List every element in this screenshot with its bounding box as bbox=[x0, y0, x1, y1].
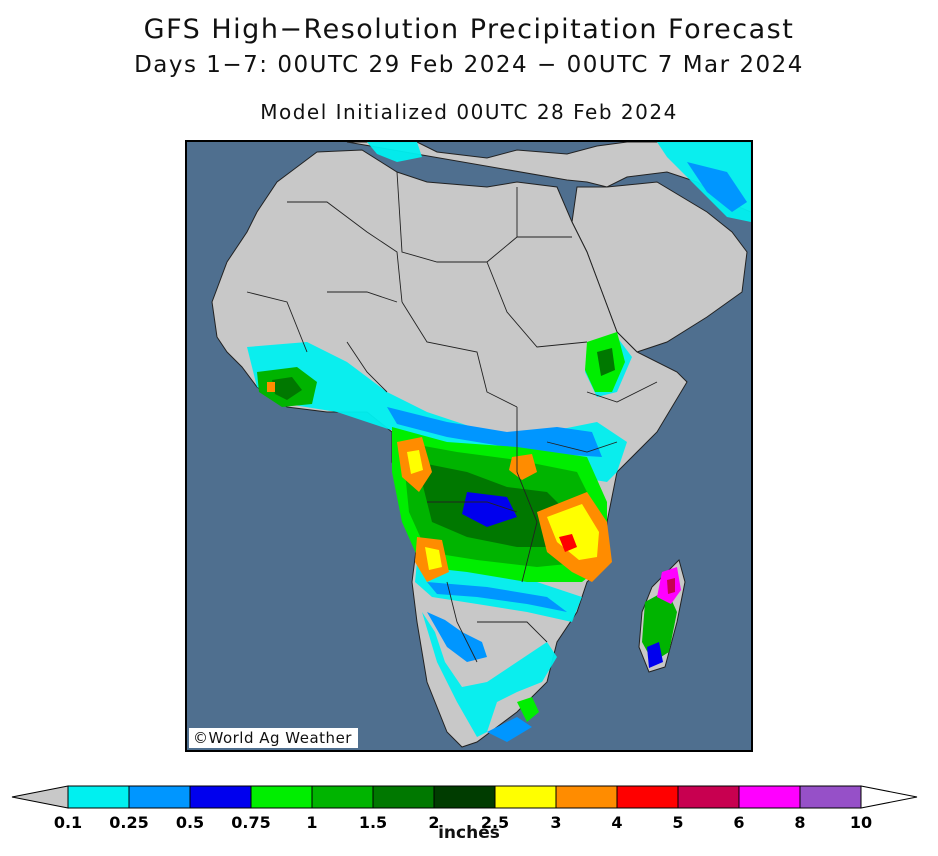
color-scale-bar: 0.1 0.25 0.5 0.75 1 1.5 2 2.5 3 4 5 6 8 10 bbox=[11, 785, 918, 832]
scale-level-label: 10 bbox=[850, 813, 872, 832]
scale-box bbox=[372, 785, 435, 809]
precip-west-africa bbox=[257, 367, 317, 407]
scale-box bbox=[677, 785, 740, 809]
scale-level-label: 1.5 bbox=[359, 813, 387, 832]
scale-box bbox=[128, 785, 191, 809]
scale-box bbox=[189, 785, 252, 809]
color-scale-labels: 0.1 0.25 0.5 0.75 1 1.5 2 2.5 3 4 5 6 8 10 bbox=[54, 813, 872, 832]
scale-level-label: 5 bbox=[672, 813, 683, 832]
scale-level-label: 6 bbox=[733, 813, 744, 832]
precipitation-map: ©World Ag Weather bbox=[185, 140, 753, 752]
scale-level-label: 3 bbox=[550, 813, 561, 832]
scale-level-label: 4 bbox=[611, 813, 622, 832]
scale-level-label: 0.5 bbox=[176, 813, 204, 832]
scale-over-arrow bbox=[860, 785, 918, 809]
precip-madagascar bbox=[642, 567, 681, 668]
scale-level-label: 1 bbox=[306, 813, 317, 832]
precip-blue-bands bbox=[387, 162, 747, 612]
scale-level-label: 0.1 bbox=[54, 813, 82, 832]
color-scale-boxes bbox=[11, 785, 918, 809]
scale-box bbox=[311, 785, 374, 809]
precip-southern-africa bbox=[427, 612, 539, 742]
scale-box bbox=[799, 785, 862, 809]
country-borders bbox=[246, 171, 658, 663]
credit-label: ©World Ag Weather bbox=[189, 728, 358, 748]
mediterranean-coast-land bbox=[346, 142, 751, 213]
scale-level-label: 2 bbox=[428, 813, 439, 832]
scale-under-arrow bbox=[11, 785, 69, 809]
scale-box bbox=[250, 785, 313, 809]
scale-level-label: 8 bbox=[794, 813, 805, 832]
scale-box bbox=[555, 785, 618, 809]
scale-level-label: 0.25 bbox=[109, 813, 148, 832]
scale-box bbox=[616, 785, 679, 809]
map-canvas bbox=[187, 142, 751, 750]
scale-box bbox=[738, 785, 801, 809]
forecast-period: Days 1−7: 00UTC 29 Feb 2024 − 00UTC 7 Ma… bbox=[134, 52, 804, 78]
model-init-time: Model Initialized 00UTC 28 Feb 2024 bbox=[260, 100, 678, 124]
scale-level-label: 2.5 bbox=[481, 813, 509, 832]
scale-box bbox=[67, 785, 130, 809]
map-title: GFS High−Resolution Precipitation Foreca… bbox=[143, 14, 795, 45]
precip-central-africa bbox=[392, 427, 612, 582]
scale-level-label: 0.75 bbox=[231, 813, 270, 832]
precip-east-africa bbox=[585, 332, 625, 392]
scale-box bbox=[433, 785, 496, 809]
scale-box bbox=[494, 785, 557, 809]
units-label: inches bbox=[438, 823, 500, 843]
